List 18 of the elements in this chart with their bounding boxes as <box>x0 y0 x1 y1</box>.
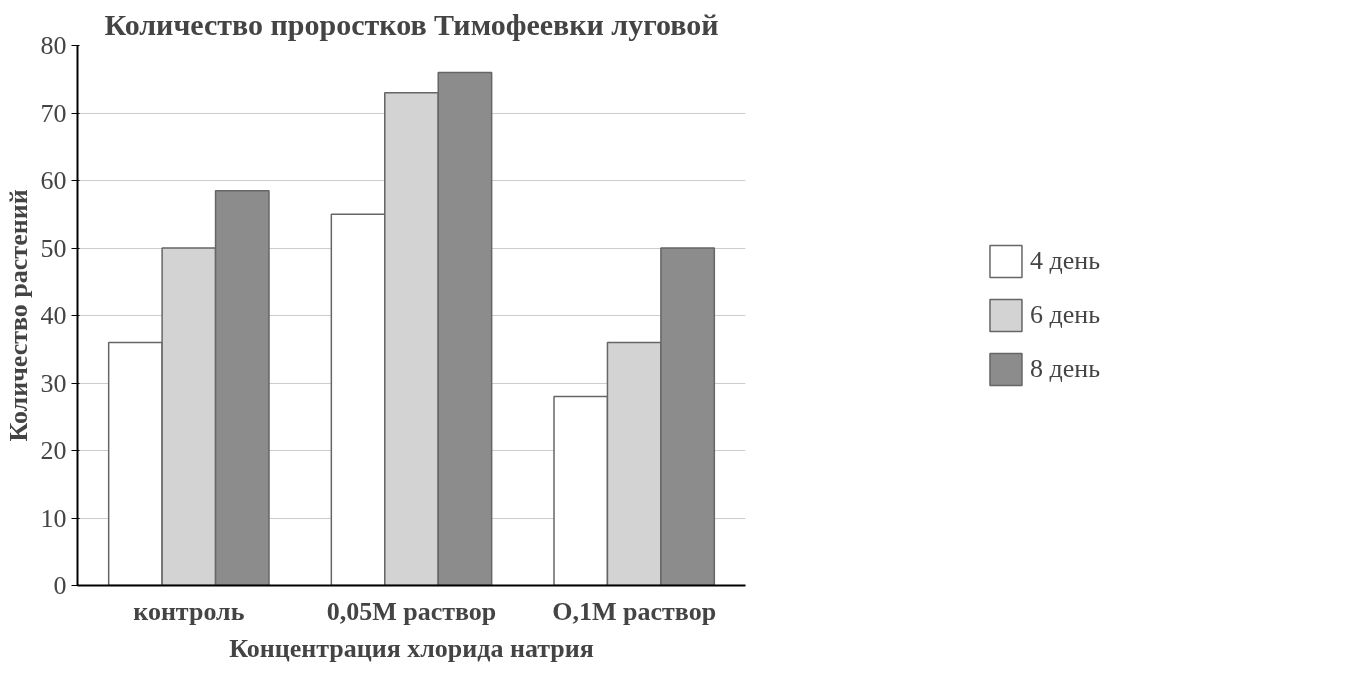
y-tick-label: 40 <box>40 301 67 330</box>
legend-label: 8 день <box>1029 354 1101 384</box>
y-tick-label: 20 <box>40 436 67 465</box>
y-tick-label: 70 <box>40 98 67 128</box>
y-tick-label: 80 <box>40 31 67 60</box>
y-tick-label: 30 <box>40 368 67 398</box>
y-tick-label: 0 <box>53 571 67 600</box>
chart-title: Количество проростков Тимофеевки луговой <box>104 7 719 41</box>
y-tick-label: 60 <box>40 166 67 195</box>
y-tick-label: 10 <box>40 503 67 533</box>
legend-label: 4 день <box>1029 246 1101 276</box>
y-tick-label: 50 <box>40 233 67 263</box>
x-axis-title: Концентрация хлорида натрия <box>229 633 594 663</box>
x-tick-label: контроль <box>133 596 245 626</box>
x-tick-label: 0,05M раствор <box>326 596 497 626</box>
x-tick-label: O,1M раствор <box>552 596 717 626</box>
y-axis-title: Количество растений <box>3 189 33 442</box>
legend-label: 6 день <box>1029 300 1101 330</box>
